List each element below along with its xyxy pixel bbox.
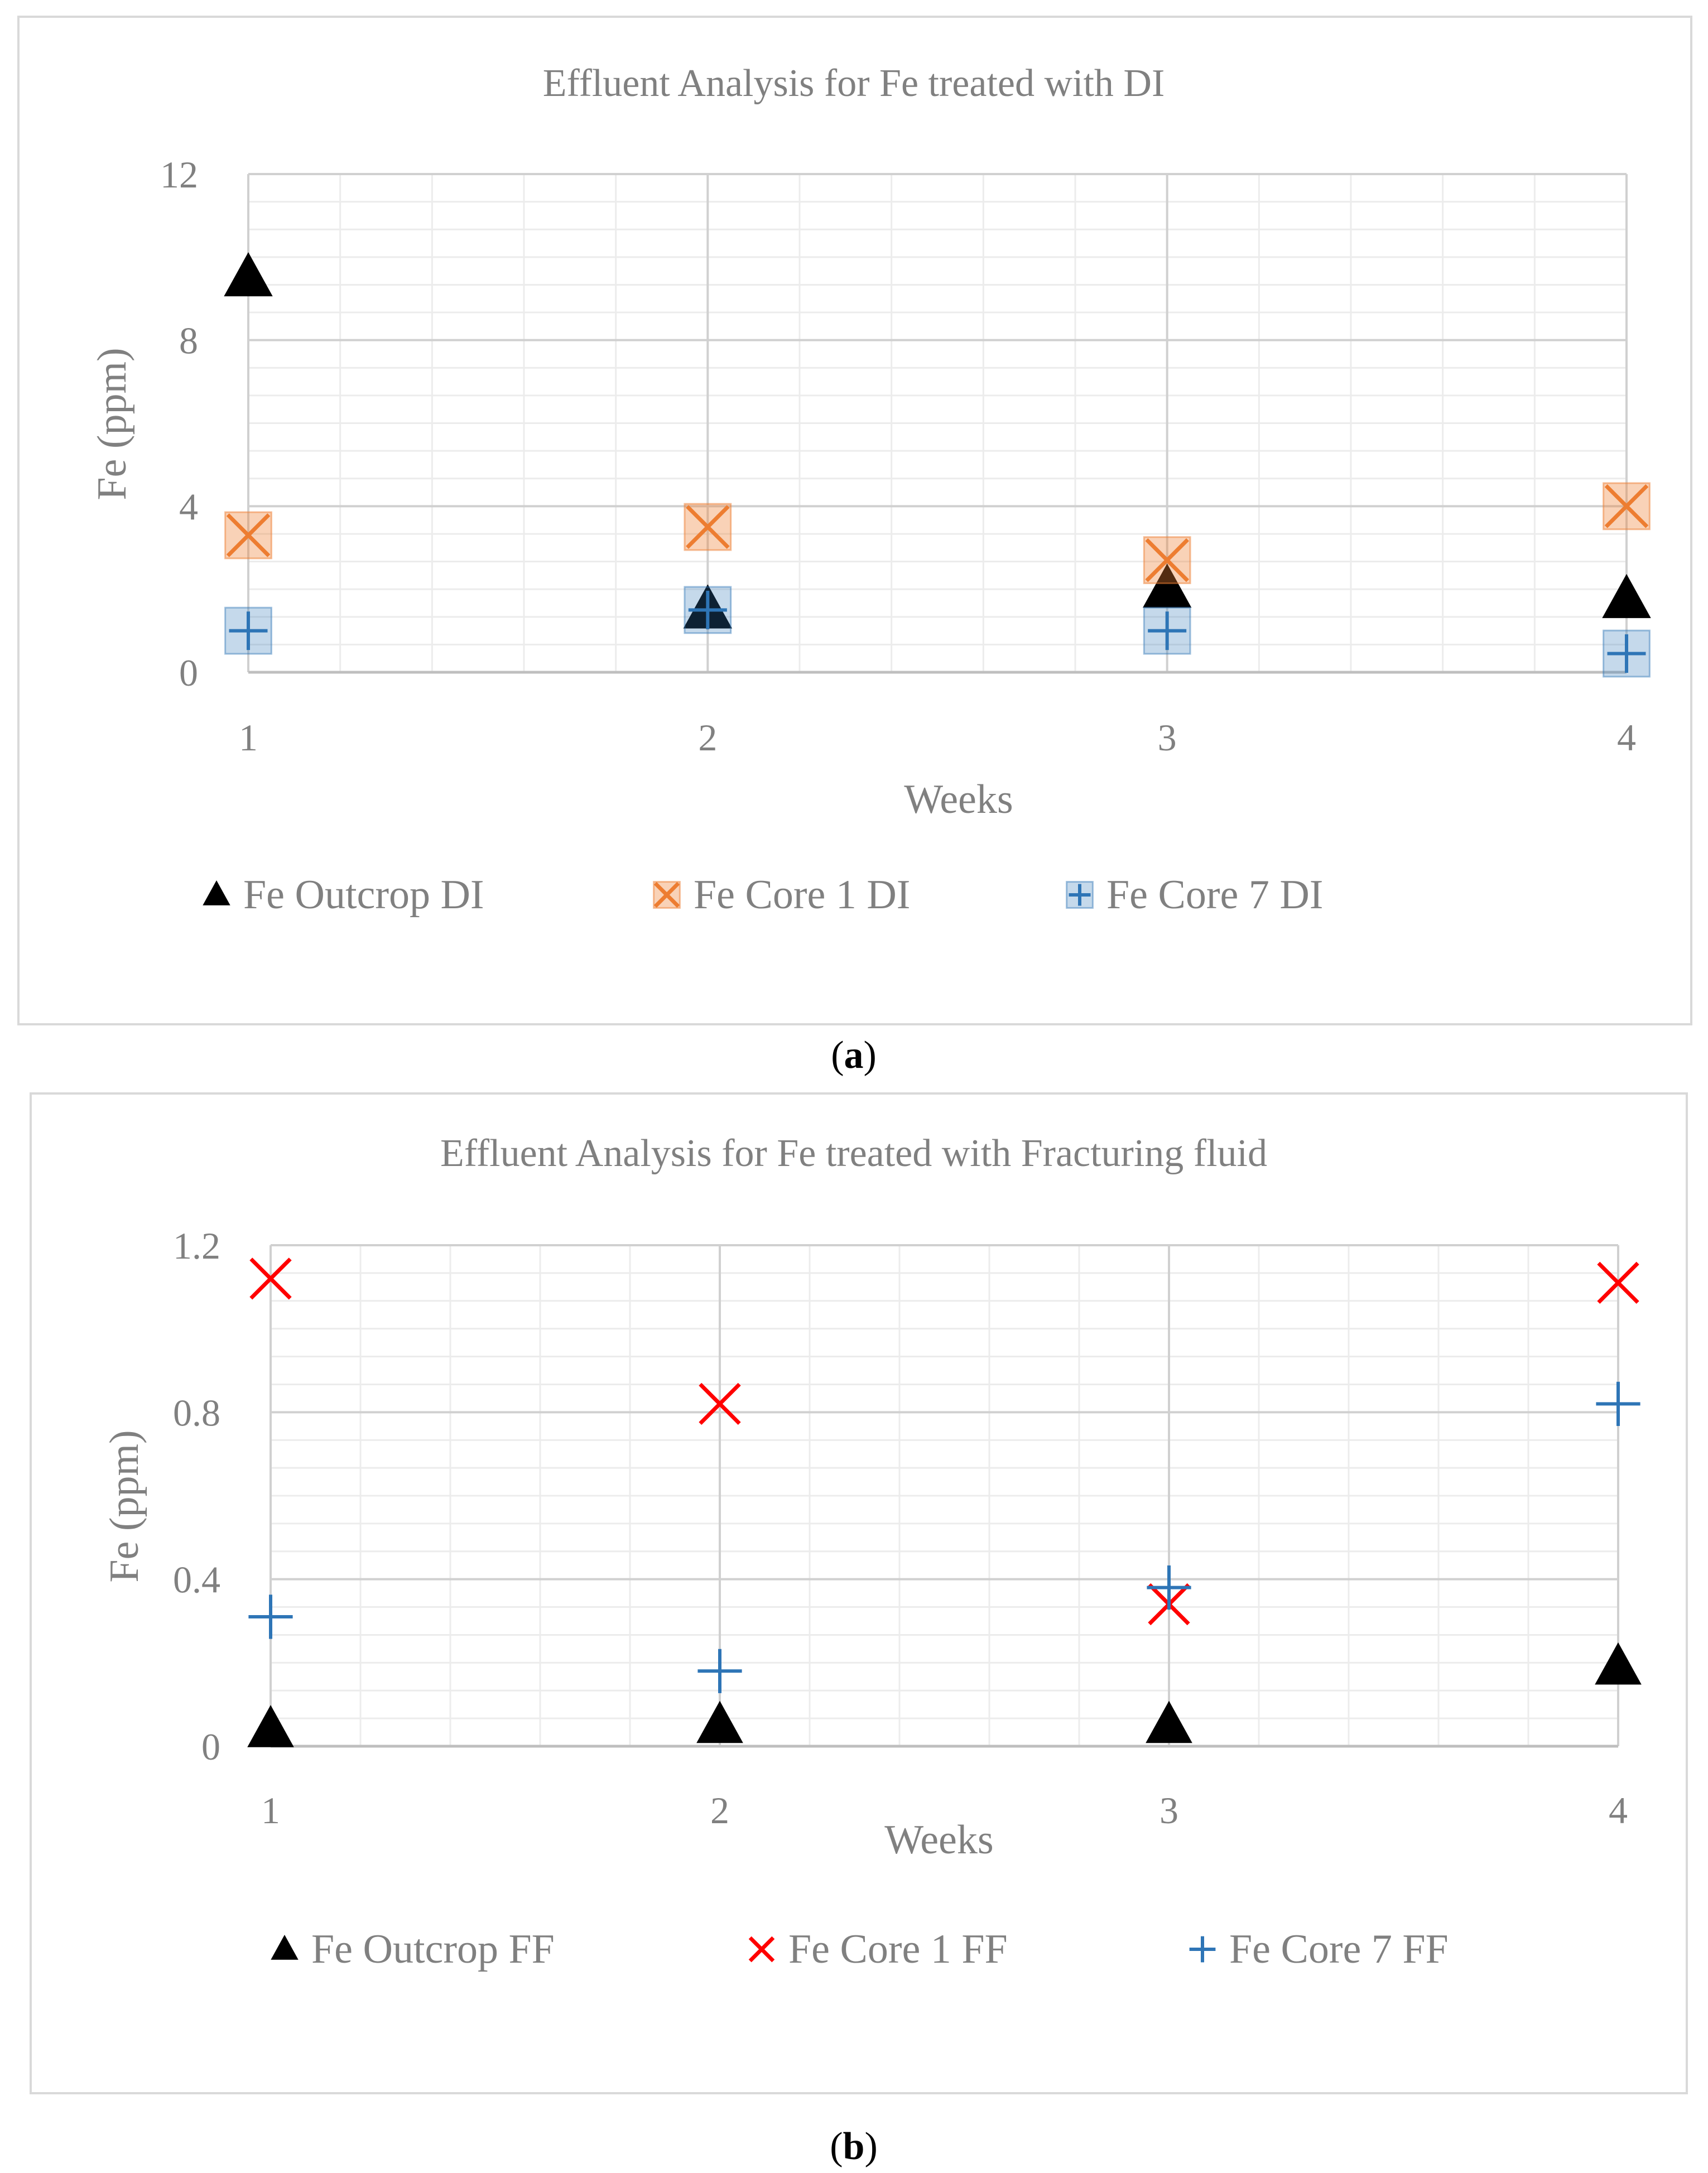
chart-b-point-fe-core-7-ff bbox=[1147, 1565, 1191, 1610]
chart-a-frame bbox=[17, 16, 1692, 1025]
chart-b-plot: 0 0.4 0.8 1.2 1 2 3 4 bbox=[173, 1225, 1642, 1832]
chart-b-x-tick-label: 3 bbox=[1159, 1789, 1178, 1832]
chart-a-title: Effluent Analysis for Fe treated with DI bbox=[543, 62, 1165, 105]
chart-b-y-tick-label: 1.2 bbox=[173, 1225, 220, 1267]
chart-a-y-tick-label: 0 bbox=[179, 652, 198, 694]
chart-b-frame bbox=[30, 1092, 1688, 2094]
chart-a-point-fe-core-1-di-cross bbox=[686, 505, 730, 549]
chart-a-point-fe-outcrop-di bbox=[224, 252, 273, 297]
chart-b-x-tick-label: 1 bbox=[261, 1789, 280, 1832]
chart-b-point-fe-core-7-ff bbox=[697, 1649, 742, 1693]
chart-a-y-axis-label: Fe (ppm) bbox=[89, 348, 135, 500]
chart-a-point-fe-core-7-di-cross bbox=[229, 611, 268, 651]
chart-a-x-axis-label: Weeks bbox=[904, 777, 1013, 822]
chart-a-point-fe-core-1-di-cross bbox=[1604, 484, 1649, 528]
chart-b-legend-label-fe-outcrop-ff: Fe Outcrop FF bbox=[311, 1926, 555, 1972]
chart-a-legend-marker-fe-core-1-di bbox=[653, 881, 681, 909]
chart-b-point-fe-core-1-ff bbox=[699, 1382, 741, 1425]
chart-a-point-fe-core-7-di-cross bbox=[688, 590, 727, 629]
caption-b: (b) bbox=[830, 2125, 878, 2168]
chart-a-point-fe-outcrop-di bbox=[1142, 563, 1192, 608]
chart-a-legend-label-fe-outcrop-di: Fe Outcrop DI bbox=[243, 872, 484, 918]
chart-a-point-fe-core-1-di-cross bbox=[1145, 538, 1189, 582]
chart-a-legend-marker-fe-core-1-di-cross bbox=[653, 881, 680, 908]
chart-a-point-fe-core-7-di bbox=[1143, 606, 1191, 655]
chart-a-point-fe-core-7-di-cross bbox=[1607, 634, 1646, 673]
chart-b-point-fe-core-7-ff bbox=[248, 1594, 293, 1639]
caption-a: (a) bbox=[831, 1034, 877, 1077]
chart-a-x-tick-label: 3 bbox=[1158, 716, 1177, 759]
chart-a-y-tick-label: 8 bbox=[179, 320, 198, 362]
chart-a: Effluent Analysis for Fe treated with DI… bbox=[17, 16, 1692, 1025]
chart-a-legend: Fe Outcrop DI Fe Core 1 DI Fe Core 7 DI bbox=[203, 872, 1323, 918]
chart-b-legend-marker-fe-core-7-ff bbox=[1189, 1936, 1216, 1963]
chart-b-point-fe-outcrop-ff bbox=[1146, 1700, 1192, 1743]
chart-a-legend-marker-fe-outcrop-di bbox=[203, 880, 230, 905]
chart-a-x-tick-label: 1 bbox=[239, 716, 258, 759]
chart-a-legend-label-fe-core-7-di: Fe Core 7 DI bbox=[1106, 872, 1323, 918]
chart-b-x-axis-label: Weeks bbox=[884, 1817, 993, 1863]
chart-a-point-fe-core-7-di bbox=[684, 586, 732, 634]
chart-b-point-fe-outcrop-ff bbox=[247, 1705, 294, 1747]
chart-a-y-tick-label: 12 bbox=[160, 153, 198, 196]
chart-b-legend: Fe Outcrop FF Fe Core 1 FF Fe Core 7 FF bbox=[271, 1926, 1449, 1972]
chart-a-point-fe-core-1-di bbox=[224, 511, 272, 560]
chart-a-x-tick-label: 4 bbox=[1617, 716, 1636, 759]
chart-b-x-tick-label: 2 bbox=[710, 1789, 729, 1832]
chart-b-point-fe-core-1-ff bbox=[1597, 1261, 1639, 1304]
chart-b-point-fe-core-1-ff bbox=[249, 1257, 292, 1300]
chart-a-legend-label-fe-core-1-di: Fe Core 1 DI bbox=[694, 872, 910, 918]
chart-b-legend-marker-fe-core-1-ff bbox=[748, 1936, 775, 1963]
chart-b-y-tick-label: 0.4 bbox=[173, 1559, 220, 1601]
chart-a-point-fe-core-1-di bbox=[1143, 536, 1191, 584]
chart-a-point-fe-core-1-di-cross bbox=[226, 513, 271, 557]
chart-a-legend-marker-fe-core-7-di-cross bbox=[1069, 884, 1091, 906]
caption-a-label: a bbox=[844, 1034, 864, 1077]
chart-a-point-fe-core-1-di bbox=[1603, 482, 1651, 531]
chart-a-point-fe-core-7-di bbox=[224, 606, 272, 655]
chart-a-y-tick-label: 4 bbox=[179, 485, 198, 528]
chart-a-point-fe-core-1-di bbox=[684, 503, 732, 551]
chart-b-y-axis-label: Fe (ppm) bbox=[102, 1430, 147, 1582]
chart-b: Effluent Analysis for Fe treated with Fr… bbox=[30, 1092, 1688, 2094]
chart-a-legend-marker-fe-core-7-di bbox=[1066, 881, 1094, 909]
chart-a-point-fe-core-7-di-cross bbox=[1148, 611, 1187, 651]
chart-b-y-tick-label: 0.8 bbox=[173, 1391, 220, 1434]
chart-b-point-fe-core-7-ff bbox=[1596, 1381, 1640, 1426]
chart-b-x-tick-label: 4 bbox=[1609, 1789, 1628, 1832]
chart-b-legend-label-fe-core-7-ff: Fe Core 7 FF bbox=[1229, 1926, 1449, 1972]
chart-b-y-tick-label: 0 bbox=[201, 1726, 220, 1768]
chart-b-title: Effluent Analysis for Fe treated with Fr… bbox=[440, 1132, 1267, 1175]
chart-b-legend-label-fe-core-1-ff: Fe Core 1 FF bbox=[788, 1926, 1008, 1972]
chart-b-point-fe-outcrop-ff bbox=[696, 1700, 743, 1743]
chart-a-x-tick-label: 2 bbox=[698, 716, 717, 759]
caption-b-label: b bbox=[843, 2125, 865, 2168]
chart-b-legend-marker-fe-outcrop-ff bbox=[271, 1935, 299, 1960]
chart-a-point-fe-outcrop-di bbox=[1602, 574, 1651, 618]
chart-b-point-fe-outcrop-ff bbox=[1595, 1642, 1642, 1685]
chart-a-point-fe-core-7-di bbox=[1603, 629, 1651, 678]
